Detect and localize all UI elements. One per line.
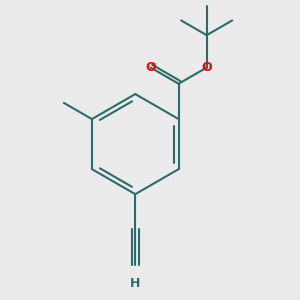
- Text: O: O: [145, 61, 156, 74]
- Text: H: H: [130, 277, 140, 290]
- Text: O: O: [201, 61, 212, 74]
